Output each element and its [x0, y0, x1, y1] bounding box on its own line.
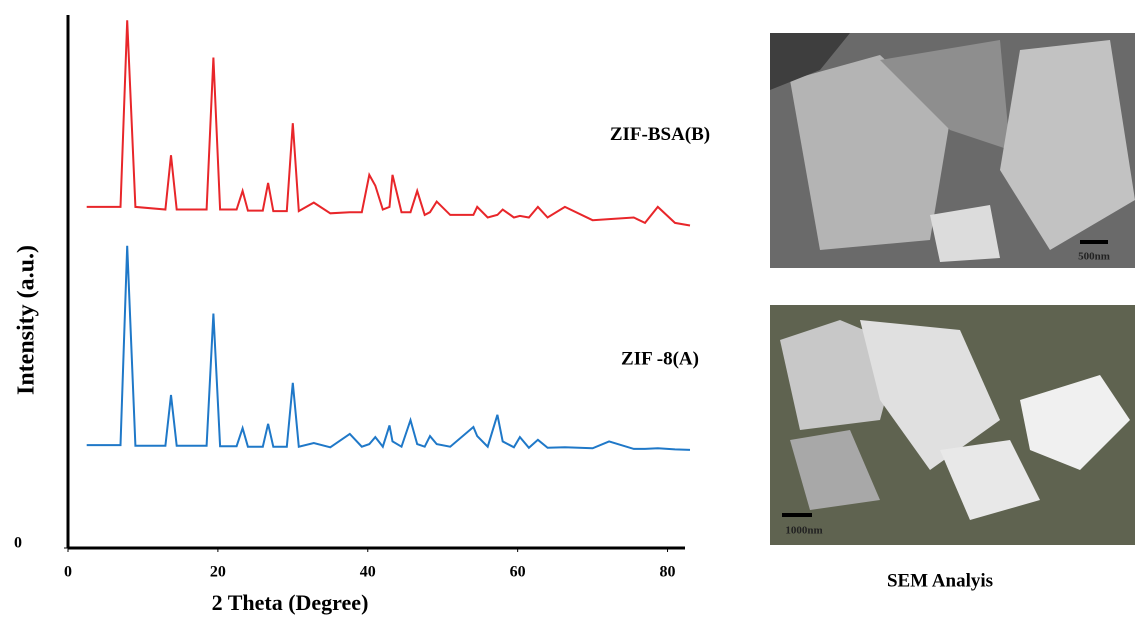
y-axis-label: Intensity (a.u.) [14, 245, 40, 395]
series-line [87, 20, 690, 225]
x-tick-label: 60 [510, 564, 526, 581]
series-label: ZIF-BSA(B) [610, 124, 710, 145]
x-tick-label: 20 [210, 564, 226, 581]
series-label: ZIF -8(A) [621, 348, 699, 369]
x-tick-label: 80 [660, 564, 676, 581]
sem-top: 500nm [770, 33, 1135, 268]
sem-bottom: 1000nm [770, 305, 1135, 545]
x-axis-label: 2 Theta (Degree) [212, 590, 369, 615]
series-line [87, 246, 690, 450]
scale-label: 500nm [1078, 251, 1110, 263]
x-tick-label: 0 [64, 564, 72, 581]
figure: 2 Theta (Degree) Intensity (a.u.) 500nm … [0, 0, 1135, 620]
page: 2 Theta (Degree) Intensity (a.u.) 500nm … [0, 0, 1135, 625]
scale-label: 1000nm [785, 525, 822, 537]
sem-caption: SEM Analyis [887, 570, 993, 591]
y-tick-label: 0 [14, 535, 22, 552]
x-tick-label: 40 [360, 564, 376, 581]
